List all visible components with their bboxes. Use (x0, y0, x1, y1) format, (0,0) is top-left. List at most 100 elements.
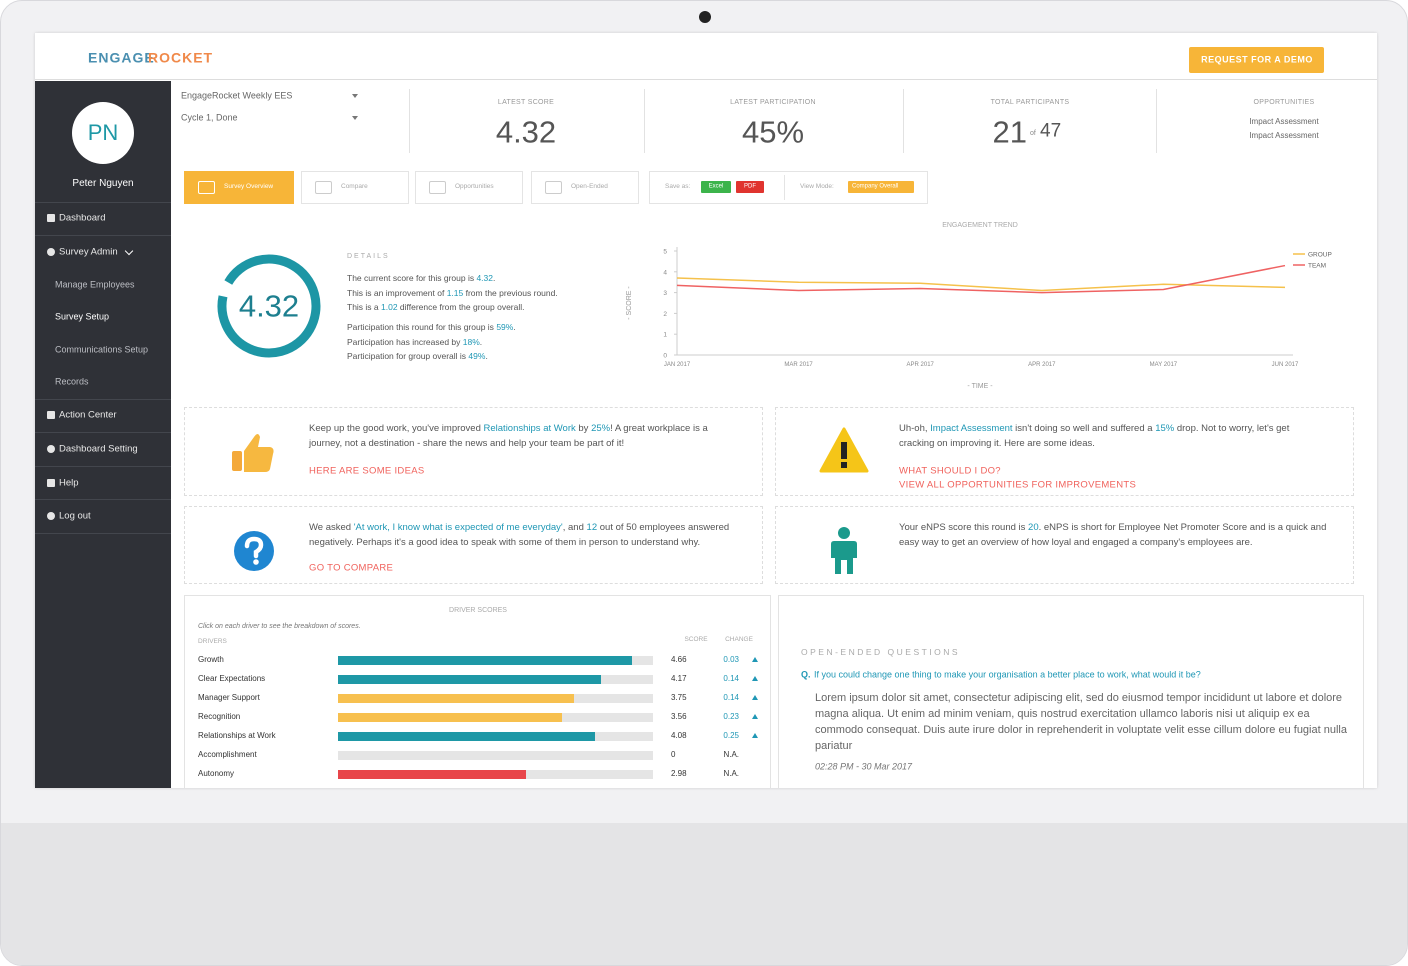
driver-hint: Click on each driver to see the breakdow… (198, 622, 361, 630)
card-link[interactable]: VIEW ALL OPPORTUNITIES FOR IMPROVEMENTS (899, 479, 1137, 491)
question: If you could change one thing to make yo… (814, 669, 1201, 680)
y-tick-label: 5 (663, 249, 667, 256)
driver-change: 0.03 (723, 655, 739, 665)
engagement-trend-chart: ENGAGEMENT TREND - SCORE - - TIME - 0 1 2 3 4 5 J… (626, 222, 1332, 390)
driver-bar[interactable] (338, 769, 526, 779)
up-arrow (752, 733, 758, 738)
driver-bar[interactable] (338, 712, 563, 722)
card-text: Uh-oh, Impact Assessment isn't doing so … (899, 421, 1309, 451)
driver-bar[interactable] (338, 731, 596, 741)
text-segment: 18% (462, 337, 480, 347)
tab-label[interactable]: Opportunities (455, 183, 494, 191)
text-segment: Relationships at Work (483, 423, 576, 434)
gauge-value: 4.32 (238, 288, 300, 324)
y-tick-label: 1 (663, 332, 667, 339)
tab[interactable] (184, 171, 294, 204)
text-segment: 59% (496, 322, 514, 332)
logo-part: ROCKET (148, 49, 214, 66)
menu-icon (47, 512, 55, 520)
menu-item[interactable]: Action Center (59, 409, 117, 421)
pdf-button[interactable] (736, 181, 764, 193)
driver-change: N.A. (723, 750, 739, 760)
score-gauge (217, 254, 321, 358)
card-link[interactable]: GO TO COMPARE (309, 562, 394, 574)
pdf-label[interactable]: PDF (744, 183, 756, 190)
card-link[interactable]: HERE ARE SOME IDEAS (309, 465, 425, 477)
menu-item[interactable]: Log out (59, 510, 91, 522)
text-segment: . (485, 351, 488, 361)
tab[interactable] (415, 171, 523, 204)
excel-button[interactable] (701, 181, 731, 193)
stat-label: TOTAL PARTICIPANTS (990, 98, 1070, 106)
bar-track (338, 750, 653, 760)
column-header: SCORE (684, 636, 708, 644)
menu-item[interactable]: Dashboard Setting (59, 443, 138, 455)
sidebar-divider (35, 533, 171, 534)
column-header: CHANGE (725, 636, 753, 644)
menu-item[interactable]: Survey Admin (59, 246, 118, 258)
view-mode-dropdown[interactable] (848, 181, 914, 193)
submenu-item[interactable]: Survey Setup (55, 311, 110, 322)
tab-label[interactable]: Compare (341, 183, 368, 191)
submenu-item[interactable]: Records (55, 376, 89, 387)
x-tick-label: APR 2017 (907, 362, 935, 368)
menu-icon (47, 248, 55, 256)
x-tick-label: APR 2017 (1028, 362, 1056, 368)
driver-change: 0.25 (723, 731, 739, 741)
x-tick-label: JUN 2017 (1272, 362, 1299, 368)
details-title: DETAILS (347, 252, 390, 260)
tab[interactable] (301, 171, 409, 204)
legend-label: GROUP (1308, 252, 1332, 259)
driver-bar[interactable] (338, 693, 575, 703)
thumbs-up-icon (232, 434, 274, 472)
x-tick-label: MAR 2017 (784, 362, 813, 368)
text-segment: 15% (1155, 423, 1175, 434)
driver-name[interactable]: Autonomy (198, 769, 235, 779)
up-arrow (752, 714, 758, 719)
legend-label: TEAM (1308, 263, 1326, 270)
demo-button-label[interactable]: REQUEST FOR A DEMO (1201, 54, 1313, 65)
text-segment: Participation has increased by (347, 337, 463, 347)
text-segment: out of 50 employees answered negatively.… (309, 522, 730, 548)
driver-bar[interactable] (338, 655, 632, 665)
driver-name[interactable]: Clear Expectations (198, 674, 266, 684)
tab-label[interactable]: Open-Ended (571, 183, 608, 191)
text-segment: from the previous round. (463, 288, 558, 298)
tab-icon (198, 181, 215, 194)
text-segment: isn't doing so well and suffered a (1012, 423, 1156, 434)
view-mode-value[interactable]: Company Overall (852, 183, 899, 190)
stat-divider (644, 89, 645, 153)
y-tick-label: 0 (663, 353, 667, 360)
excel-label[interactable]: Excel (708, 183, 724, 190)
driver-name[interactable]: Growth (198, 655, 224, 665)
sidebar (35, 81, 171, 788)
driver-name[interactable]: Accomplishment (198, 750, 257, 760)
logo-part: ENGAGE (88, 49, 155, 66)
driver-score: 4.08 (671, 731, 687, 741)
details-line: This is an improvement of 1.15 from the … (347, 286, 607, 300)
menu-item[interactable]: Dashboard (59, 212, 106, 224)
camera (699, 11, 711, 23)
text-segment: Impact Assessment (930, 423, 1013, 434)
driver-name[interactable]: Relationships at Work (198, 731, 276, 741)
driver-name[interactable]: Recognition (198, 712, 241, 722)
demo-button[interactable] (1189, 47, 1324, 73)
submenu-item[interactable]: Communications Setup (55, 344, 149, 355)
submenu-item[interactable]: Manage Employees (55, 279, 135, 290)
opportunity-item[interactable]: Impact Assessment (1249, 117, 1319, 127)
driver-change: 0.14 (723, 693, 739, 703)
driver-name[interactable]: Manager Support (198, 693, 260, 703)
filter-dropdown[interactable]: Cycle 1, Done (181, 112, 238, 123)
tab-label[interactable]: Survey Overview (224, 183, 274, 191)
driver-bar[interactable] (338, 674, 601, 684)
opportunity-item[interactable]: Impact Assessment (1249, 131, 1319, 141)
driver-change: 0.14 (723, 674, 739, 684)
text-segment: , and (562, 522, 587, 533)
card-link[interactable]: WHAT SHOULD I DO? (899, 465, 1001, 477)
stat-value: 21 (992, 114, 1027, 150)
menu-item[interactable]: Help (59, 477, 79, 489)
panel-title: DRIVER SCORES (449, 606, 507, 614)
tab[interactable] (531, 171, 639, 204)
filter-dropdown[interactable]: EngageRocket Weekly EES (181, 90, 293, 101)
